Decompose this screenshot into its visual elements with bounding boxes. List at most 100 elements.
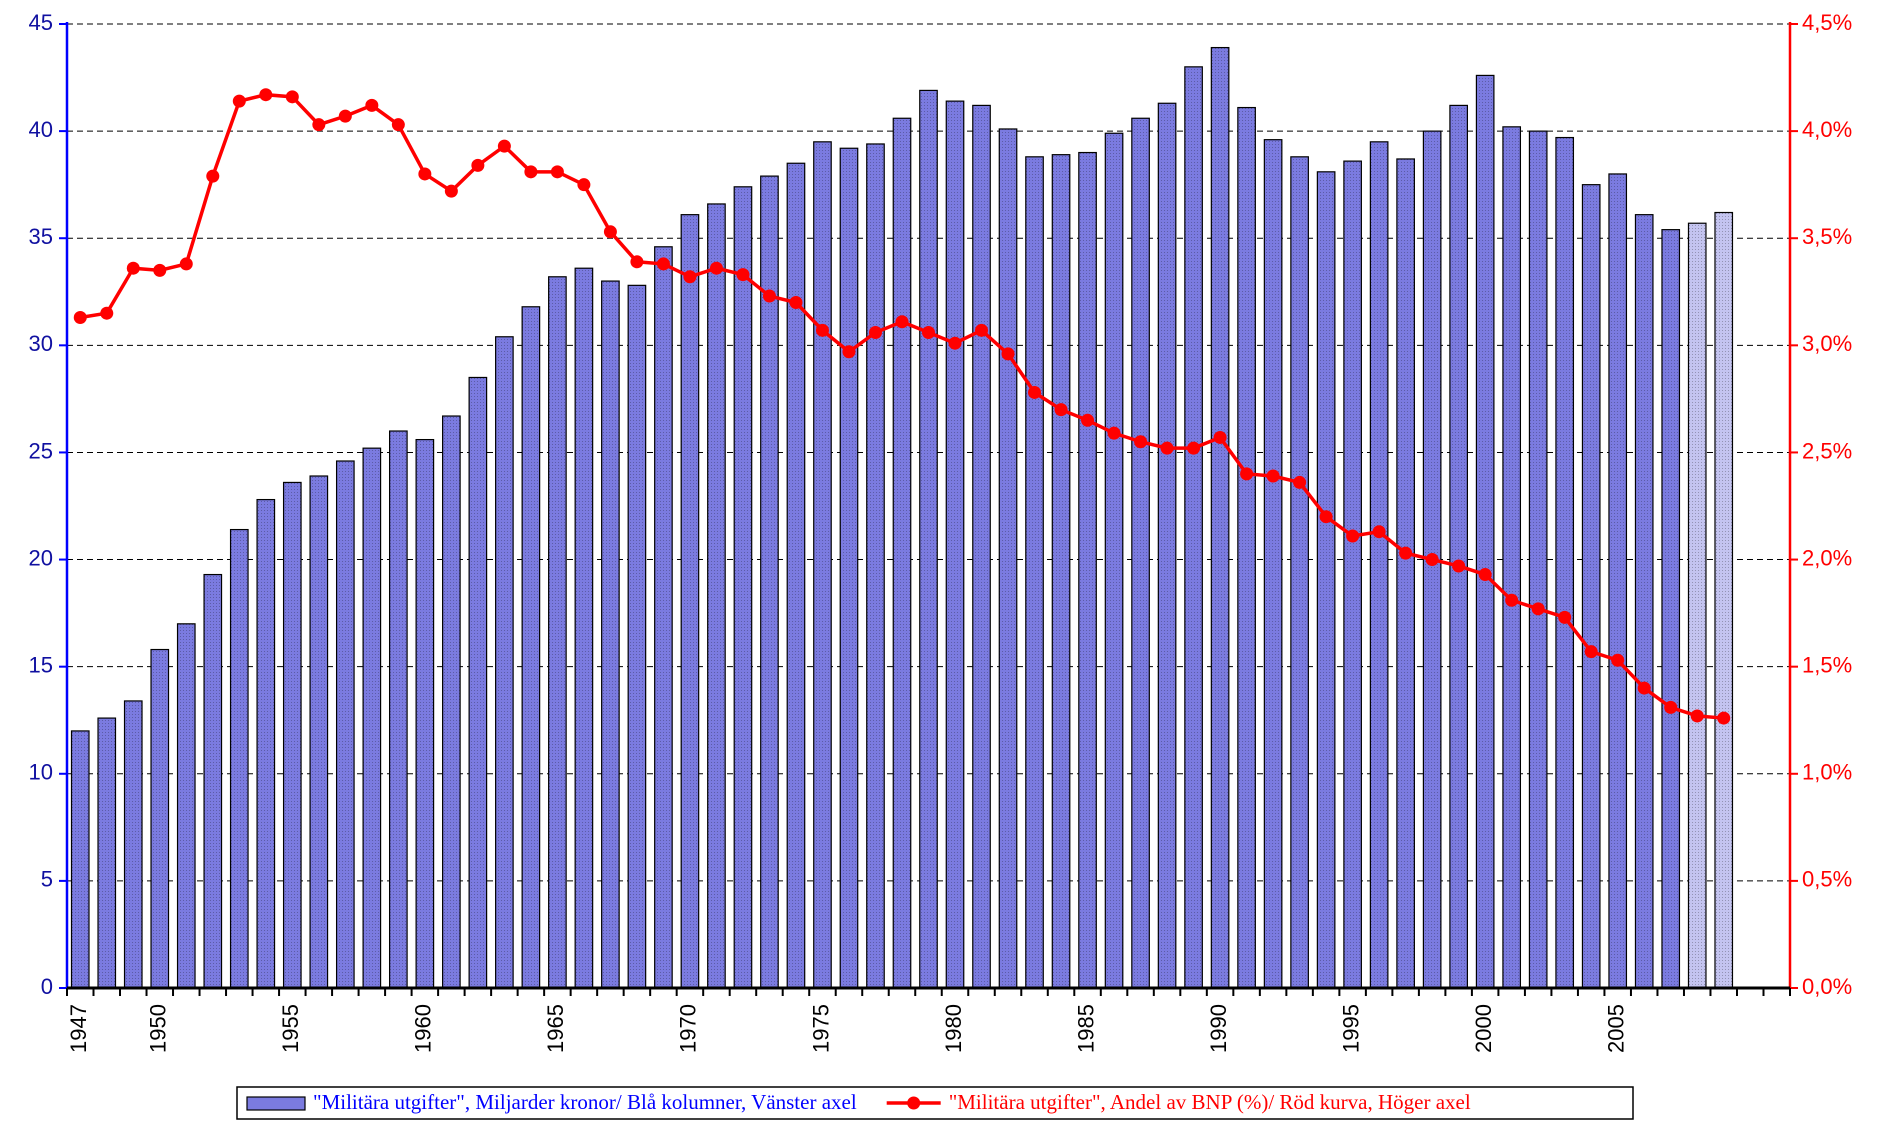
- y2-tick-label: 2,5%: [1802, 438, 1852, 463]
- legend-marker: [907, 1096, 921, 1110]
- bar-texture: [1688, 223, 1706, 988]
- line-marker: [762, 289, 776, 303]
- line-marker: [815, 323, 829, 337]
- bar-texture: [469, 377, 487, 988]
- bar-texture: [919, 90, 938, 989]
- line-marker: [895, 315, 909, 329]
- line-marker: [524, 165, 538, 179]
- y-tick-label: 5: [41, 867, 53, 892]
- bar-texture: [1449, 105, 1468, 989]
- line-marker: [338, 109, 352, 123]
- line-marker: [259, 88, 273, 102]
- line-marker: [1293, 475, 1307, 489]
- line-marker: [975, 323, 989, 337]
- y-tick-label: 10: [29, 760, 53, 785]
- legend-label: "Militära utgifter", Miljarder kronor/ B…: [313, 1090, 857, 1114]
- line-marker: [232, 94, 246, 108]
- x-tick-label: 1960: [411, 1004, 436, 1053]
- line-marker: [1584, 645, 1598, 659]
- line-marker: [1134, 435, 1148, 449]
- line-marker: [1240, 467, 1254, 481]
- x-tick-label: 1975: [808, 1004, 833, 1053]
- bar-texture: [601, 281, 620, 989]
- y-tick-label: 25: [29, 438, 53, 463]
- line-marker: [285, 90, 299, 104]
- line-marker: [1611, 653, 1625, 667]
- y2-tick-label: 4,0%: [1802, 117, 1852, 142]
- bar-texture: [1396, 158, 1415, 988]
- bar-texture: [416, 439, 434, 988]
- line-marker: [1107, 426, 1121, 440]
- bar-texture: [230, 529, 249, 988]
- bar-texture: [1184, 66, 1203, 989]
- y2-tick-label: 1,0%: [1802, 760, 1852, 785]
- line-marker: [312, 118, 326, 132]
- line-marker: [73, 310, 87, 324]
- bar-texture: [177, 623, 196, 988]
- x-tick-label: 1985: [1073, 1004, 1098, 1053]
- line-marker: [1081, 413, 1095, 427]
- line-marker: [206, 169, 220, 183]
- bar-texture: [1052, 154, 1070, 989]
- bar-texture: [1078, 152, 1097, 989]
- line-marker: [126, 261, 140, 275]
- bar-texture: [787, 163, 805, 988]
- bar-texture: [999, 128, 1017, 989]
- line-marker: [603, 225, 617, 239]
- line-marker: [1319, 510, 1333, 524]
- line-marker: [1452, 559, 1466, 573]
- line-marker: [922, 325, 935, 339]
- x-tick-label: 1950: [146, 1004, 171, 1053]
- bar-texture: [1158, 103, 1176, 989]
- bar-texture: [204, 574, 222, 988]
- line-marker: [789, 295, 803, 309]
- x-tick-label: 2005: [1604, 1004, 1629, 1053]
- bar-texture: [1635, 214, 1653, 988]
- line-marker: [1425, 553, 1439, 567]
- bar-texture: [1502, 126, 1521, 989]
- y2-tick-label: 3,0%: [1802, 331, 1852, 356]
- line-marker: [471, 158, 485, 172]
- bar-texture: [257, 499, 275, 988]
- line-marker: [550, 165, 564, 179]
- line-marker: [683, 270, 697, 284]
- line-marker: [736, 268, 750, 282]
- bar-texture: [1555, 137, 1574, 988]
- bar-texture: [363, 448, 381, 988]
- bar-texture: [813, 141, 832, 989]
- line-marker: [418, 167, 432, 181]
- line-marker: [179, 257, 193, 271]
- line-marker: [656, 257, 670, 271]
- bar-texture: [522, 306, 540, 989]
- line-marker: [709, 261, 723, 275]
- y2-tick-label: 3,5%: [1802, 224, 1852, 249]
- legend-label: "Militära utgifter", Andel av BNP (%)/ R…: [949, 1090, 1471, 1114]
- x-tick-label: 2000: [1471, 1004, 1496, 1053]
- bar-texture: [1714, 212, 1733, 988]
- y-tick-label: 20: [29, 545, 53, 570]
- bar-texture: [840, 148, 858, 988]
- y2-tick-label: 0,0%: [1802, 974, 1852, 999]
- y-tick-label: 30: [29, 331, 53, 356]
- bar-texture: [760, 176, 779, 988]
- bar-texture: [866, 143, 885, 988]
- y-tick-label: 0: [41, 974, 53, 999]
- line-marker: [153, 263, 167, 277]
- line-marker: [1717, 711, 1731, 725]
- line-marker: [391, 118, 405, 132]
- line-marker: [1531, 602, 1545, 616]
- bar-texture: [71, 730, 90, 988]
- bar-texture: [654, 246, 673, 988]
- bar-texture: [1025, 156, 1044, 989]
- bar-texture: [946, 101, 964, 989]
- bar-texture: [707, 203, 726, 989]
- bar-texture: [1370, 141, 1388, 989]
- line-marker: [868, 325, 882, 339]
- x-tick-label: 1995: [1338, 1004, 1363, 1053]
- line-marker: [444, 184, 458, 198]
- line-marker: [630, 255, 644, 269]
- bar-texture: [310, 476, 328, 988]
- x-tick-label: 1955: [278, 1004, 303, 1053]
- y-tick-label: 35: [29, 224, 53, 249]
